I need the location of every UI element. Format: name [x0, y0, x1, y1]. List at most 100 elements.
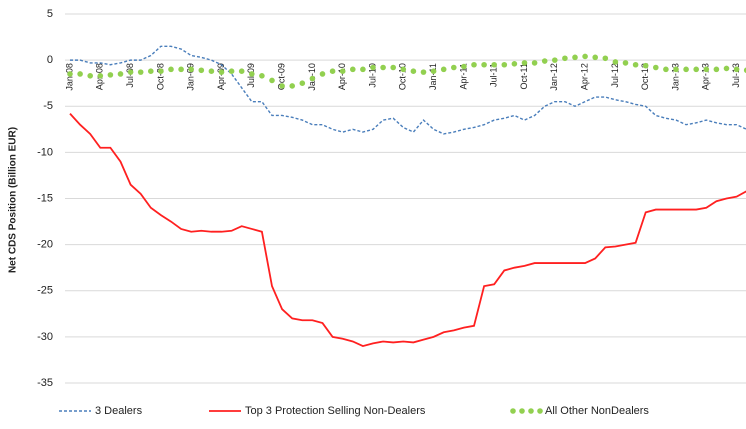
data-point: [602, 55, 609, 62]
y-axis-label: Net CDS Position (Billion EUR): [8, 127, 19, 273]
data-point: [723, 65, 730, 72]
data-point: [188, 66, 194, 73]
x-tick-label: Oct-12: [640, 63, 650, 90]
data-point: [663, 66, 669, 73]
legend-label: Top 3 Protection Selling Non-Dealers: [245, 405, 426, 417]
x-tick-label: Apr-13: [701, 63, 711, 90]
data-point: [491, 61, 498, 68]
data-point: [743, 67, 746, 73]
data-point: [733, 66, 740, 73]
x-tick-label: Jan-08: [64, 63, 74, 91]
data-point: [107, 72, 114, 78]
data-point: [461, 63, 467, 70]
data-point: [481, 61, 487, 68]
data-point: [501, 61, 508, 68]
data-point: [632, 61, 639, 68]
data-point: [642, 62, 649, 69]
y-tick-label: 5: [47, 8, 53, 20]
x-tick-label: Jul-11: [489, 63, 499, 87]
data-point: [370, 64, 376, 71]
y-tick-label: -5: [43, 100, 53, 112]
x-tick-label: Jul-10: [367, 63, 377, 88]
data-point: [622, 60, 629, 66]
legend-swatch: [519, 408, 525, 414]
data-point: [683, 66, 689, 73]
data-point: [451, 64, 457, 71]
data-point: [218, 69, 225, 75]
data-point: [440, 66, 447, 73]
data-point: [552, 57, 558, 63]
x-tick-label: Jan-12: [549, 63, 559, 91]
data-point: [521, 60, 528, 66]
data-point: [541, 58, 548, 64]
data-point: [198, 67, 205, 74]
x-tick-label: Jul-08: [125, 63, 135, 88]
x-tick-label: Jan-13: [670, 63, 680, 91]
data-point: [117, 71, 124, 77]
data-point: [339, 68, 346, 74]
legend-swatch: [528, 408, 534, 414]
data-point: [269, 77, 275, 84]
data-point: [471, 61, 477, 68]
data-point: [592, 54, 598, 61]
x-tick-label: Oct-10: [398, 63, 408, 90]
data-point: [148, 68, 154, 74]
data-point: [410, 68, 417, 74]
legend-label: 3 Dealers: [95, 405, 143, 417]
data-point: [390, 64, 397, 71]
data-line: [69, 113, 746, 348]
data-point: [400, 66, 407, 73]
legend-swatch: [537, 408, 543, 414]
data-point: [713, 66, 720, 73]
data-point: [168, 66, 174, 73]
data-point: [289, 83, 296, 89]
data-point: [208, 68, 215, 74]
legend-label: All Other NonDealers: [545, 405, 649, 417]
x-tick-label: Apr-09: [216, 63, 226, 90]
x-tick-label: Oct-09: [276, 63, 286, 90]
data-point: [259, 73, 265, 79]
data-point: [572, 54, 578, 61]
data-point: [703, 66, 710, 73]
x-tick-label: Apr-10: [337, 63, 347, 90]
x-tick-label: Oct-08: [155, 63, 165, 90]
y-tick-label: -10: [37, 146, 53, 158]
data-point: [67, 71, 73, 77]
data-point: [279, 83, 285, 89]
data-point: [693, 66, 699, 73]
data-point: [360, 66, 366, 73]
y-tick-label: -20: [37, 239, 53, 251]
data-point: [380, 64, 386, 71]
x-tick-label: Apr-12: [579, 63, 589, 90]
x-tick-label: Oct-11: [519, 63, 529, 89]
data-point: [158, 68, 164, 74]
data-point: [309, 75, 316, 82]
data-point: [511, 61, 518, 67]
y-tick-label: -30: [37, 331, 53, 343]
y-tick-label: -35: [37, 377, 53, 389]
x-tick-label: Apr-11: [458, 63, 468, 89]
data-point: [238, 68, 245, 74]
data-point: [299, 80, 306, 86]
data-point: [562, 55, 568, 62]
data-point: [612, 59, 619, 65]
x-tick-label: Jan-09: [186, 63, 196, 91]
y-tick-label: -25: [37, 285, 53, 297]
data-point: [178, 66, 184, 73]
data-point: [420, 69, 427, 75]
data-point: [228, 68, 235, 74]
data-point: [137, 69, 144, 75]
data-point: [673, 66, 679, 73]
data-point: [319, 71, 326, 77]
x-tick-label: Jul-13: [731, 63, 741, 88]
data-point: [249, 71, 255, 77]
y-tick-label: -15: [37, 192, 53, 204]
x-tick-label: Jul-12: [610, 63, 620, 88]
data-point: [430, 68, 437, 74]
data-point: [127, 69, 134, 75]
data-point: [531, 60, 538, 66]
x-tick-label: Jan-11: [428, 63, 438, 90]
data-point: [97, 73, 104, 79]
data-point: [329, 68, 336, 74]
